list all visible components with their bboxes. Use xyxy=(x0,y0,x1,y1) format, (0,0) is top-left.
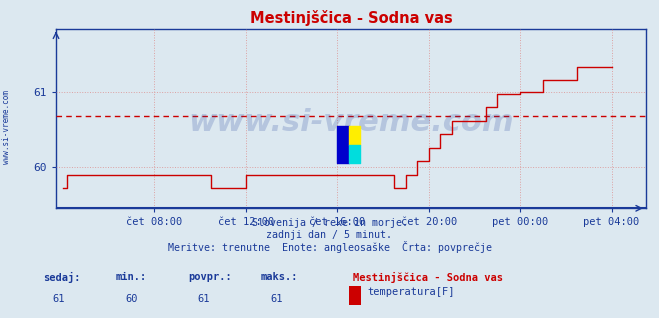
Text: zadnji dan / 5 minut.: zadnji dan / 5 minut. xyxy=(266,230,393,239)
Text: 61: 61 xyxy=(53,294,65,304)
Text: 60: 60 xyxy=(125,294,138,304)
Title: Mestinjščica - Sodna vas: Mestinjščica - Sodna vas xyxy=(250,10,452,26)
Text: www.si-vreme.com: www.si-vreme.com xyxy=(188,107,514,136)
Text: sedaj:: sedaj: xyxy=(43,272,80,283)
Text: 61: 61 xyxy=(270,294,283,304)
Text: temperatura[F]: temperatura[F] xyxy=(367,287,455,297)
Text: Meritve: trenutne  Enote: angleosaške  Črta: povprečje: Meritve: trenutne Enote: angleosaške Črt… xyxy=(167,241,492,253)
Text: www.si-vreme.com: www.si-vreme.com xyxy=(2,90,11,164)
Text: maks.:: maks.: xyxy=(260,272,298,282)
Text: min.:: min.: xyxy=(115,272,146,282)
Text: 61: 61 xyxy=(198,294,210,304)
Text: Slovenija / reke in morje.: Slovenija / reke in morje. xyxy=(252,218,407,228)
Text: povpr.:: povpr.: xyxy=(188,272,231,282)
Text: Mestinjščica - Sodna vas: Mestinjščica - Sodna vas xyxy=(353,272,503,283)
